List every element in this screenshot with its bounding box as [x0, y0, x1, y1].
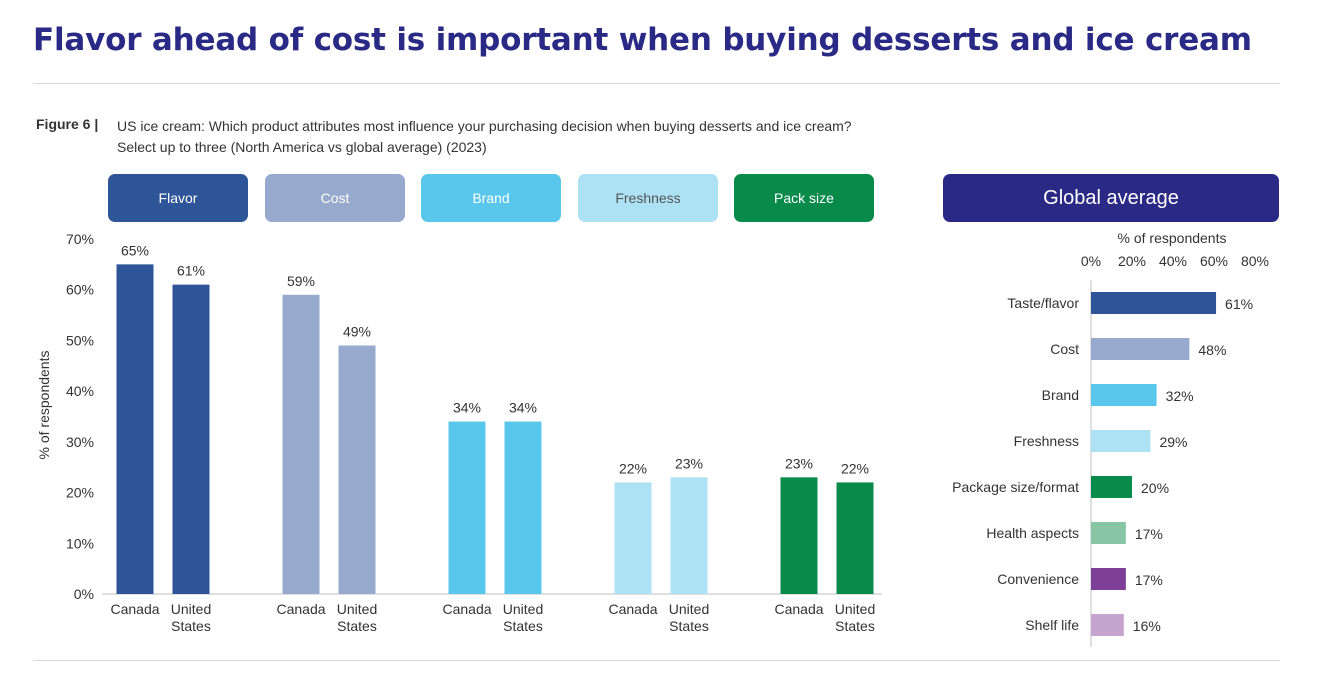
- bar-value-label: 34%: [453, 400, 481, 416]
- bar-value-label: 22%: [619, 460, 647, 476]
- y-tick-label: 10%: [66, 535, 94, 551]
- x-tick-label: 0%: [1081, 253, 1101, 269]
- bar: [116, 264, 154, 594]
- category-label: Taste/flavor: [1007, 295, 1079, 311]
- bar: [1091, 568, 1126, 590]
- category-label: Convenience: [997, 571, 1079, 587]
- bar-value-label: 16%: [1133, 618, 1161, 634]
- bar: [1091, 338, 1190, 360]
- y-tick-label: 30%: [66, 434, 94, 450]
- bar: [448, 421, 486, 594]
- bar-value-label: 17%: [1135, 526, 1163, 542]
- bar: [1091, 384, 1157, 406]
- category-label: Cost: [1050, 341, 1079, 357]
- bar: [1091, 430, 1151, 452]
- bar: [338, 345, 376, 594]
- global-average-label: Global average: [1043, 186, 1179, 209]
- category-label: Package size/format: [952, 479, 1079, 495]
- title-divider: [33, 83, 1280, 84]
- bar: [1091, 614, 1124, 636]
- category-label: Health aspects: [986, 525, 1079, 541]
- bar: [504, 421, 542, 594]
- legend-pill-pack-size: Pack size: [734, 174, 874, 222]
- bar-value-label: 48%: [1198, 342, 1226, 358]
- y-tick-label: 70%: [66, 231, 94, 247]
- bar: [670, 477, 708, 594]
- category-label: Brand: [1042, 387, 1079, 403]
- category-label: Freshness: [1014, 433, 1079, 449]
- bar-value-label: 22%: [841, 460, 869, 476]
- bar: [836, 482, 874, 594]
- x-tick-label: United: [337, 601, 377, 617]
- x-tick-label: Canada: [110, 601, 159, 617]
- bar-value-label: 65%: [121, 242, 149, 258]
- legend-pill-label: Freshness: [615, 190, 681, 206]
- y-tick-label: 60%: [66, 282, 94, 298]
- legend-pill-label: Flavor: [158, 190, 198, 206]
- x-tick-label: United: [669, 601, 709, 617]
- x-tick-label: Canada: [774, 601, 823, 617]
- bar: [1091, 522, 1126, 544]
- category-label: Shelf life: [1025, 617, 1079, 633]
- bar-value-label: 49%: [343, 324, 371, 340]
- x-tick-label: States: [669, 618, 709, 634]
- bar-value-label: 59%: [287, 273, 315, 289]
- legend-pill-cost: Cost: [265, 174, 405, 222]
- figure-caption-line-2: Select up to three (North America vs glo…: [117, 139, 487, 155]
- bar-value-label: 34%: [509, 400, 537, 416]
- legend-pill-flavor: Flavor: [108, 174, 248, 222]
- bar: [1091, 292, 1217, 314]
- x-tick-label: 20%: [1118, 253, 1146, 269]
- bar: [780, 477, 818, 594]
- x-tick-label: States: [337, 618, 377, 634]
- bar: [1091, 476, 1132, 498]
- x-tick-label: Canada: [276, 601, 325, 617]
- figure-caption-line-1: US ice cream: Which product attributes m…: [117, 118, 852, 134]
- bar-value-label: 61%: [1225, 296, 1253, 312]
- bar-value-label: 32%: [1166, 388, 1194, 404]
- figure-label: Figure 6 |: [36, 116, 99, 132]
- legend-pill-label: Pack size: [774, 190, 834, 206]
- bar-value-label: 23%: [785, 455, 813, 471]
- legend-pill-label: Brand: [472, 190, 510, 206]
- x-tick-label: Canada: [608, 601, 657, 617]
- bar-value-label: 17%: [1135, 572, 1163, 588]
- x-tick-label: 40%: [1159, 253, 1187, 269]
- bar: [172, 284, 210, 594]
- legend-pill-brand: Brand: [421, 174, 561, 222]
- legend-pill-label: Cost: [320, 190, 350, 206]
- bar-value-label: 61%: [177, 263, 205, 279]
- bottom-divider: [33, 660, 1280, 661]
- x-axis-title: % of respondents: [1118, 230, 1227, 246]
- x-tick-label: Canada: [442, 601, 491, 617]
- bar-value-label: 20%: [1141, 480, 1169, 496]
- x-tick-label: States: [171, 618, 211, 634]
- x-tick-label: United: [171, 601, 211, 617]
- x-tick-label: United: [503, 601, 543, 617]
- x-tick-label: States: [835, 618, 875, 634]
- y-tick-label: 50%: [66, 332, 94, 348]
- x-tick-label: United: [835, 601, 875, 617]
- bar: [614, 482, 652, 594]
- global-average-header: Global average: [943, 174, 1279, 222]
- x-tick-label: 80%: [1241, 253, 1269, 269]
- y-tick-label: 20%: [66, 485, 94, 501]
- bar-value-label: 29%: [1159, 434, 1187, 450]
- x-tick-label: States: [503, 618, 543, 634]
- legend-pill-freshness: Freshness: [578, 174, 718, 222]
- page-title: Flavor ahead of cost is important when b…: [33, 22, 1252, 58]
- bar-value-label: 23%: [675, 455, 703, 471]
- y-tick-label: 40%: [66, 383, 94, 399]
- figure-caption: US ice cream: Which product attributes m…: [117, 116, 852, 158]
- y-axis-title: % of respondents: [36, 351, 52, 460]
- x-tick-label: 60%: [1200, 253, 1228, 269]
- y-tick-label: 0%: [74, 586, 94, 602]
- bar: [282, 294, 320, 594]
